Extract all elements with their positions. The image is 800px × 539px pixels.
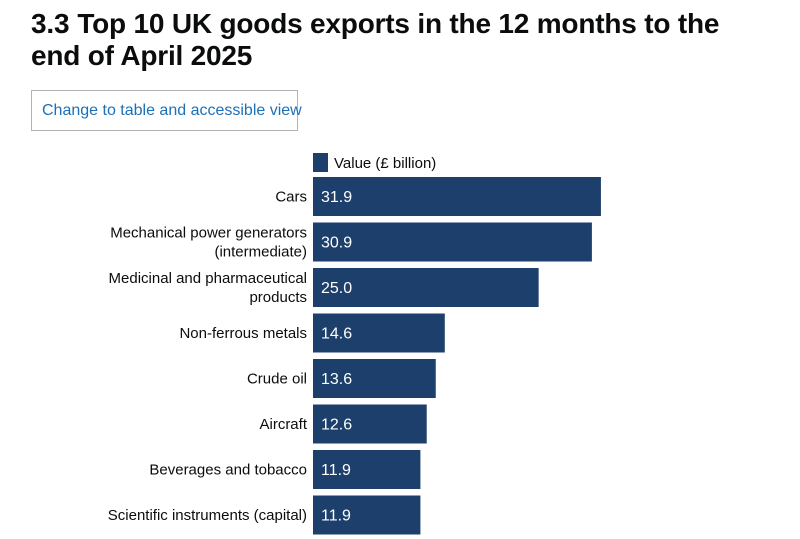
figure-number: 3.3: [31, 8, 70, 39]
legend-swatch: [313, 153, 328, 172]
bar: [313, 495, 421, 535]
category-label: Crude oil: [247, 371, 307, 388]
table-view-toggle-button[interactable]: Change to table and accessible view: [31, 90, 302, 131]
category-label: Medicinal and pharmaceutical: [109, 270, 307, 287]
bar-chart: Value (£ billion) 31.9 30.9 25.0 14.6 13.6 12…: [108, 153, 601, 535]
bar-value-label: 31.9: [321, 189, 352, 206]
category-label: (intermediate): [214, 244, 307, 261]
bar: [313, 313, 445, 353]
bar: [313, 268, 539, 307]
figure-title: Top 10 UK goods exports in the 12 months…: [31, 8, 720, 71]
bar-value-label: 11.9: [321, 508, 351, 525]
category-label: Cars: [275, 189, 307, 206]
bar-value-label: 12.6: [321, 417, 352, 434]
category-label: Mechanical power generators: [110, 225, 307, 242]
category-label: Non-ferrous metals: [179, 325, 307, 342]
bar-value-label: 25.0: [321, 280, 352, 297]
value-labels-group: 31.9 30.9 25.0 14.6 13.6 12.6 11.9 11.9: [321, 189, 352, 525]
bar: [313, 404, 427, 444]
bar-value-label: 13.6: [321, 371, 352, 388]
category-label: Scientific instruments (capital): [108, 507, 307, 524]
legend-label: Value (£ billion): [334, 155, 436, 172]
bar: [313, 177, 601, 216]
category-label: Aircraft: [259, 416, 307, 433]
bar: [313, 450, 421, 489]
category-label: Beverages and tobacco: [149, 462, 307, 479]
bar-value-label: 14.6: [321, 326, 352, 343]
category-label: products: [249, 289, 307, 306]
bars-group: [313, 177, 601, 535]
bar-value-label: 11.9: [321, 462, 351, 479]
category-labels-group: Cars Mechanical power generators (intermed…: [108, 189, 308, 525]
chart-legend: Value (£ billion): [313, 153, 436, 172]
page-title: 3.3 Top 10 UK goods exports in the 12 mon…: [31, 8, 771, 72]
bar: [313, 222, 592, 262]
bar-value-label: 30.9: [321, 235, 352, 252]
bar: [313, 359, 436, 398]
